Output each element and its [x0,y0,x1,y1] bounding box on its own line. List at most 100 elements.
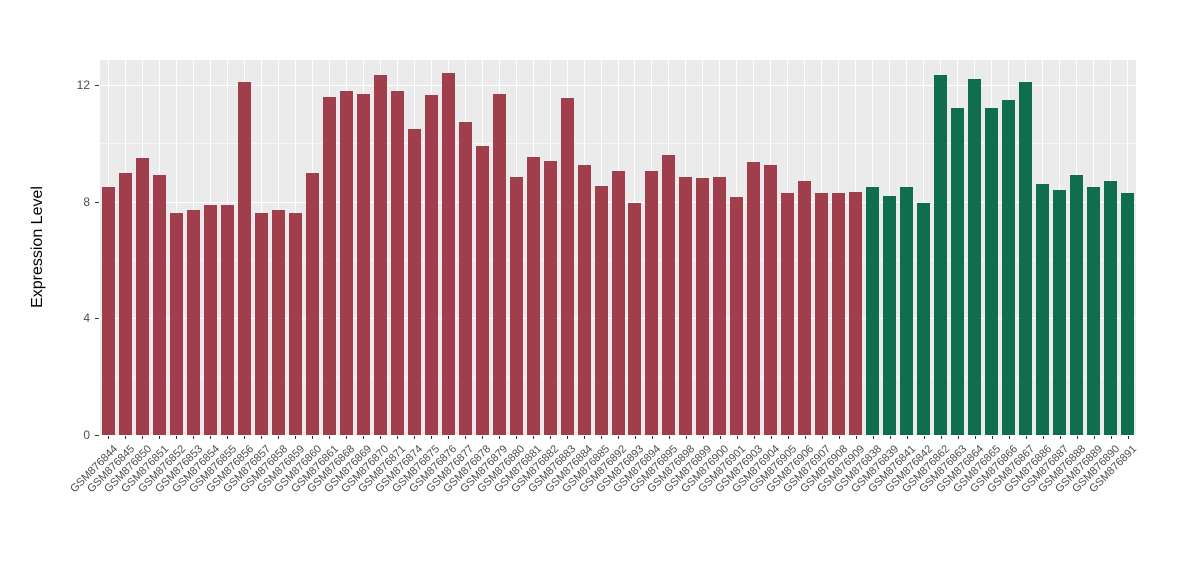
bar-GSM876850 [135,157,149,435]
x-tick-mark [363,435,365,439]
bar-GSM876891 [1121,192,1134,435]
bar-GSM876899 [696,178,710,435]
bar-GSM876871 [390,90,404,435]
x-tick-mark [261,435,263,439]
x-tick-mark [702,435,704,439]
bar-GSM876900 [713,176,727,435]
x-tick-mark [634,435,636,439]
bar-GSM876892 [611,171,625,435]
x-tick-mark [601,435,603,439]
x-tick-mark [736,435,738,439]
x-tick-mark [499,435,501,439]
x-tick-mark [753,435,755,439]
x-tick-mark [838,435,840,439]
x-tick-mark [923,435,925,439]
x-tick-mark [872,435,874,439]
bar-GSM876860 [305,172,319,435]
x-tick-mark [584,435,586,439]
bar-GSM876869 [356,93,370,435]
bar-GSM876901 [730,197,744,435]
bar-GSM876905 [781,192,795,435]
x-tick-mark [974,435,976,439]
bar-GSM876878 [475,146,489,435]
bar-GSM876876 [441,73,455,435]
bar-GSM876861 [322,96,336,435]
x-tick-mark [1093,435,1095,439]
x-tick-mark [108,435,110,439]
x-tick-mark [312,435,314,439]
x-tick-mark [448,435,450,439]
bar-GSM876851 [152,175,166,435]
x-tick-mark [329,435,331,439]
x-tick-mark [1025,435,1027,439]
x-tick-mark [278,435,280,439]
bar-GSM876879 [492,93,506,435]
bar-GSM876865 [985,108,999,435]
x-tick-mark [210,435,212,439]
bar-GSM876863 [951,108,965,435]
x-tick-mark [295,435,297,439]
bar-GSM876853 [186,210,200,435]
bar-GSM876885 [594,185,608,435]
x-tick-mark [1042,435,1044,439]
bar-GSM876855 [220,204,234,435]
bar-GSM876880 [509,176,523,435]
y-tick-label: 4 [83,311,90,326]
x-tick-mark [1059,435,1061,439]
x-tick-mark [821,435,823,439]
x-tick-mark [889,435,891,439]
bar-GSM876844 [101,187,115,435]
bar-GSM876886 [1036,184,1050,435]
bar-GSM876842 [917,203,931,435]
bar-GSM876903 [747,162,761,435]
x-tick-mark [125,435,127,439]
bar-GSM876852 [169,213,183,435]
x-tick-mark [465,435,467,439]
x-tick-mark [482,435,484,439]
x-tick-mark [516,435,518,439]
x-tick-mark [397,435,399,439]
bar-GSM876841 [900,187,914,435]
x-tick-mark [770,435,772,439]
x-tick-mark [414,435,416,439]
bar-GSM876868 [339,90,353,435]
bar-GSM876895 [662,155,676,435]
bar-GSM876888 [1070,175,1084,435]
y-tick-mark [95,435,99,436]
x-tick-mark [719,435,721,439]
bar-GSM876890 [1104,181,1118,435]
x-tick-mark [1008,435,1010,439]
x-tick-mark [346,435,348,439]
bar-GSM876884 [577,165,591,435]
x-tick-mark [567,435,569,439]
bar-GSM876857 [254,213,268,435]
bar-GSM876898 [679,176,693,435]
x-tick-mark [991,435,993,439]
x-tick-mark [1110,435,1112,439]
bar-GSM876894 [645,171,659,435]
bar-GSM876881 [526,156,540,435]
x-tick-mark [142,435,144,439]
bar-GSM876866 [1002,99,1016,435]
y-tick-label: 8 [83,194,90,209]
bar-GSM876862 [934,74,948,435]
bar-GSM876893 [628,203,642,435]
bar-GSM876904 [764,165,778,435]
bar-GSM876845 [118,172,132,435]
y-tick-label: 12 [76,78,90,93]
plot-panel [100,60,1136,436]
x-tick-mark [618,435,619,439]
y-tick-label: 0 [83,428,90,442]
x-tick-mark [685,435,687,439]
bar-GSM876877 [458,121,472,435]
gridline-major [100,435,1136,436]
bar-GSM876838 [866,187,880,435]
bar-GSM876882 [543,160,557,435]
y-axis-title: Expression Level [29,186,46,308]
bar-GSM876887 [1053,190,1067,435]
bar-GSM876856 [237,82,251,435]
bar-GSM876875 [424,95,438,435]
y-tick-mark [95,85,99,87]
bar-GSM876909 [849,191,863,435]
